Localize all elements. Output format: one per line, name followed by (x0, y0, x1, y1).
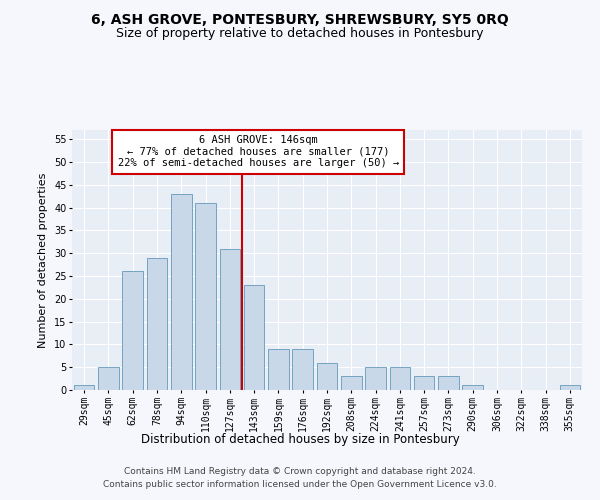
Bar (244, 285, 265, 390)
Text: Distribution of detached houses by size in Pontesbury: Distribution of detached houses by size … (140, 432, 460, 446)
Bar (560, 386, 580, 390)
Bar (195, 203, 216, 390)
Bar (268, 349, 289, 390)
Bar (171, 194, 191, 390)
Bar (292, 349, 313, 390)
Bar (317, 362, 337, 390)
Text: Contains HM Land Registry data © Crown copyright and database right 2024.: Contains HM Land Registry data © Crown c… (124, 468, 476, 476)
Text: Contains public sector information licensed under the Open Government Licence v3: Contains public sector information licen… (103, 480, 497, 489)
Bar (438, 376, 459, 390)
Bar (220, 248, 240, 390)
Y-axis label: Number of detached properties: Number of detached properties (38, 172, 49, 348)
Bar (341, 376, 362, 390)
Bar (414, 376, 434, 390)
Bar (463, 386, 483, 390)
Bar (365, 367, 386, 390)
Bar (122, 272, 143, 390)
Text: Size of property relative to detached houses in Pontesbury: Size of property relative to detached ho… (116, 28, 484, 40)
Bar (98, 367, 119, 390)
Bar (74, 386, 94, 390)
Text: 6 ASH GROVE: 146sqm
← 77% of detached houses are smaller (177)
22% of semi-detac: 6 ASH GROVE: 146sqm ← 77% of detached ho… (118, 135, 399, 168)
Text: 6, ASH GROVE, PONTESBURY, SHREWSBURY, SY5 0RQ: 6, ASH GROVE, PONTESBURY, SHREWSBURY, SY… (91, 12, 509, 26)
Bar (389, 367, 410, 390)
Bar (146, 258, 167, 390)
